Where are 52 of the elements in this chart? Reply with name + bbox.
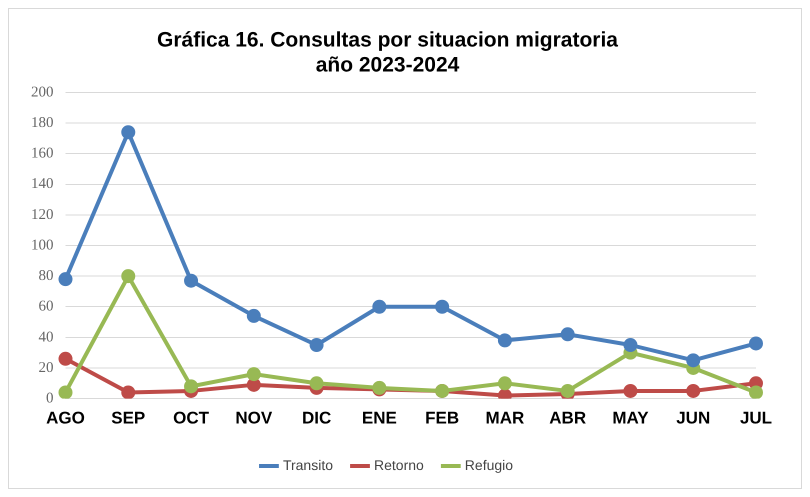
y-tick-label: 140 (31, 176, 54, 192)
x-tick-label: MAY (612, 408, 650, 428)
point (749, 336, 763, 350)
point (623, 384, 638, 398)
x-tick-label: OCT (173, 408, 210, 428)
x-tick-label: JUL (740, 408, 772, 428)
x-tick-label: FEB (425, 408, 460, 428)
point (435, 300, 450, 314)
point (184, 379, 198, 394)
y-tick-label: 80 (38, 268, 54, 284)
point (749, 385, 763, 399)
point (121, 125, 136, 140)
y-tick-label: 0 (46, 390, 54, 407)
point (686, 384, 700, 398)
x-tick-label: ABR (549, 408, 586, 428)
point (58, 385, 72, 399)
point (58, 352, 72, 366)
point (686, 353, 700, 368)
x-tick-label: MAR (486, 408, 524, 428)
x-tick-label: DIC (302, 408, 332, 428)
y-tick-label: 120 (31, 206, 54, 223)
point (121, 269, 136, 284)
point (560, 327, 575, 342)
y-tick-label: 160 (31, 146, 54, 162)
legend-label: Transito (282, 456, 334, 473)
point (560, 384, 575, 398)
point (310, 338, 324, 352)
y-tick-label: 20 (38, 360, 54, 376)
x-tick-label: JUN (676, 408, 710, 428)
x-tick-label: ENE (362, 408, 397, 428)
x-tick-label: AGO (46, 408, 85, 428)
point (246, 308, 261, 323)
y-tick-label: 60 (38, 298, 54, 315)
point (498, 333, 512, 348)
point (184, 274, 198, 288)
chart-title: Gráfica 16. Consultas por situacion migratoria año 2023-2024 (157, 28, 618, 77)
legend-label: Refugio (464, 456, 514, 473)
x-tick-label: SEP (111, 408, 146, 428)
point (58, 272, 72, 286)
point (498, 376, 512, 390)
x-tick-label: NOV (235, 408, 273, 428)
y-tick-label: 200 (31, 84, 54, 100)
point (246, 378, 261, 392)
legend-label: Retorno (374, 456, 424, 473)
point (623, 338, 638, 352)
y-tick-label: 100 (31, 237, 54, 254)
y-tick-label: 40 (38, 329, 54, 346)
point (310, 376, 324, 390)
point (246, 367, 261, 382)
point (121, 385, 136, 399)
point (372, 300, 386, 314)
y-tick-label: 180 (31, 114, 54, 131)
